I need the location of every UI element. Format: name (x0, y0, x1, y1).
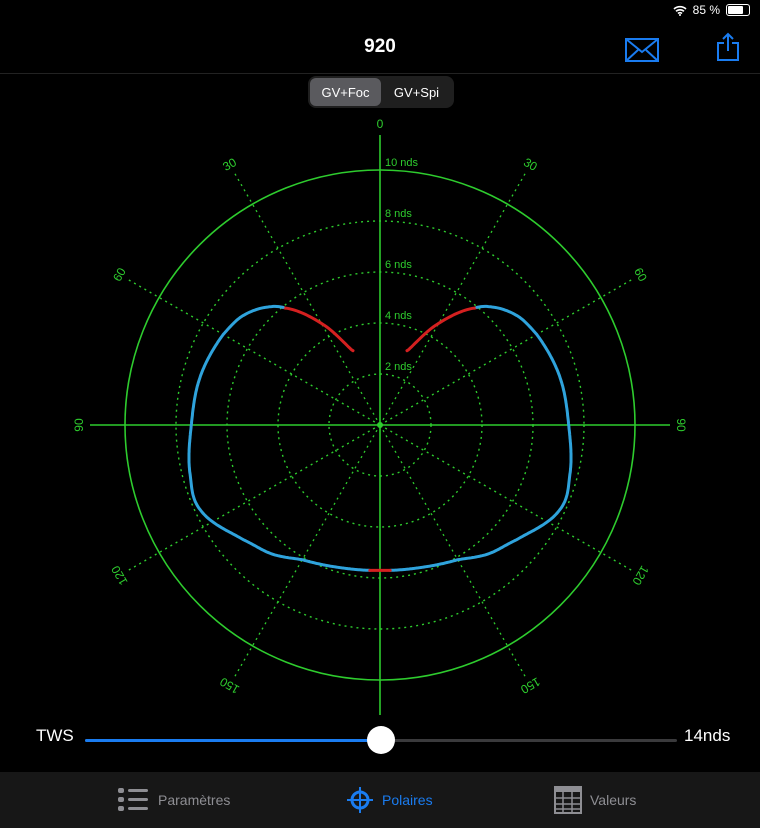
mail-icon[interactable] (625, 38, 659, 62)
center-dot (377, 422, 383, 428)
table-icon (554, 786, 582, 814)
angle-spoke (379, 424, 632, 571)
page-title: 920 (364, 36, 396, 57)
tab-polaires[interactable]: Polaires (346, 772, 433, 828)
tab-bar: Paramètres Polaires Valeurs (0, 772, 760, 828)
radial-tick-label: 6 nds (385, 259, 412, 271)
tws-slider-fill (85, 739, 381, 742)
share-icon[interactable] (716, 32, 740, 62)
polar-curve-highlight (281, 305, 355, 353)
angle-tick-label: 90 (72, 418, 86, 432)
angle-spoke (128, 279, 381, 426)
polar-curve (388, 304, 573, 572)
polar-chart: 2 nds 4 nds 6 nds 8 nds 10 nds 0 30 60 90 120 150 1… (72, 117, 688, 720)
segment-gv-spi[interactable]: GV+Spi (393, 84, 440, 100)
status-bar: 85 % (673, 0, 750, 20)
angle-tick-label: 30 (220, 155, 239, 174)
radial-tick-label: 4 nds (385, 310, 412, 322)
battery-icon (726, 4, 750, 16)
crosshair-icon (347, 787, 373, 813)
angle-tick-label: 120 (108, 563, 130, 588)
angle-spoke (379, 279, 632, 426)
tab-label: Paramètres (158, 792, 231, 808)
tws-slider[interactable] (85, 726, 677, 754)
angle-spoke (234, 173, 381, 426)
angle-spoke (234, 424, 381, 677)
sail-config-segmented-control[interactable]: GV+Foc GV+Spi (308, 76, 454, 108)
header-divider (0, 73, 760, 74)
angle-tick-label: 30 (521, 155, 540, 174)
angle-tick-label: 150 (217, 674, 242, 696)
tws-slider-thumb[interactable] (367, 726, 395, 754)
radial-tick-label: 8 nds (385, 208, 412, 220)
angle-tick-label: 120 (629, 563, 651, 588)
angle-spoke (379, 173, 526, 426)
segment-gv-foc[interactable]: GV+Foc (310, 78, 381, 106)
angle-tick-label: 0 (377, 117, 384, 131)
tws-label: TWS (36, 726, 74, 745)
angle-tick-label: 150 (518, 674, 543, 696)
wifi-icon (673, 5, 687, 16)
list-icon (118, 788, 148, 811)
tab-label: Valeurs (590, 792, 637, 808)
angle-tick-label: 180 (370, 719, 390, 720)
polar-curve-highlight (405, 305, 479, 353)
radial-tick-label: 2 nds (385, 361, 412, 373)
polar-curve (187, 304, 372, 572)
tab-label: Polaires (382, 792, 433, 808)
tab-parametres[interactable]: Paramètres (118, 772, 230, 828)
tws-value: 14nds (684, 726, 731, 745)
angle-tick-label: 60 (631, 265, 650, 284)
angle-tick-label: 60 (110, 265, 129, 284)
tab-valeurs[interactable]: Valeurs (554, 772, 636, 828)
radial-tick-label: 10 nds (385, 157, 419, 169)
angle-spoke (128, 424, 381, 571)
angle-tick-label: 90 (674, 418, 688, 432)
battery-percent: 85 % (692, 3, 720, 17)
angle-spoke (379, 424, 526, 677)
